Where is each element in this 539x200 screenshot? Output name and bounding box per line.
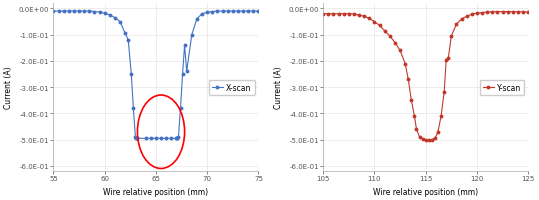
Y-scan [397,50,403,52]
Y-scan [494,11,501,14]
Y-scan [438,115,444,118]
Y-scan [453,24,460,26]
X-axis label: Wire relative position (mm): Wire relative position (mm) [103,187,209,196]
Y-scan [525,12,531,14]
Y-scan [425,139,432,141]
Y-scan [382,30,388,33]
X-scan [128,73,135,76]
Y-scan [489,12,495,14]
Y-axis label: Current (A): Current (A) [4,66,13,109]
Y-scan [413,128,420,131]
X-scan [107,15,113,17]
Y-scan [423,139,429,141]
Legend: X-scan: X-scan [209,80,254,95]
Y-scan [361,16,368,18]
Y-scan [435,131,441,133]
Y-scan [392,42,398,45]
Y-scan [429,139,435,141]
Y-axis label: Current (A): Current (A) [274,66,283,109]
Y-scan [515,12,521,14]
X-scan [133,137,139,140]
X-scan [179,73,186,76]
Y-scan [366,18,372,20]
Y-scan [432,137,438,140]
Y-scan [351,14,357,16]
Y-scan [441,92,447,94]
X-scan [125,40,132,42]
Y-scan [386,36,393,38]
Y-scan [411,115,418,118]
Y-scan [419,138,426,141]
Y-scan [499,11,506,14]
Y-scan [458,19,465,21]
Y-scan [356,15,362,17]
Y-scan [445,58,452,60]
Y-scan [320,13,327,16]
Y-scan [484,12,490,14]
Y-scan [505,11,511,14]
Y-scan [448,36,454,38]
Y-scan [509,12,516,14]
Y-scan [335,13,342,16]
Y-scan [341,13,347,16]
Y-scan [330,13,337,16]
X-scan [50,11,57,13]
Y-scan [468,14,475,16]
Y-scan [402,63,409,65]
Y-scan [479,12,485,15]
Y-scan [474,13,480,15]
X-scan [189,34,195,37]
Y-scan [345,13,352,16]
Y-scan [325,13,331,16]
X-scan [250,11,257,13]
Line: X-scan: X-scan [52,11,260,140]
Y-scan [376,25,383,28]
Y-scan [520,12,526,14]
Y-scan [408,100,414,102]
X-axis label: Wire relative position (mm): Wire relative position (mm) [373,187,478,196]
Line: Y-scan: Y-scan [322,11,529,141]
Legend: Y-scan: Y-scan [480,80,524,95]
X-scan [255,11,261,13]
Y-scan [371,21,378,24]
Y-scan [464,16,470,18]
Y-scan [443,59,450,61]
Y-scan [405,79,411,81]
Y-scan [416,136,423,139]
